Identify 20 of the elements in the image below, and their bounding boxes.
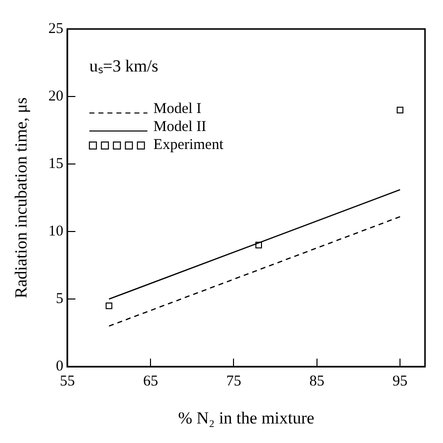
legend-label: Model II (153, 118, 206, 135)
y-tick-label: 25 (48, 20, 64, 37)
legend-label: Experiment (153, 136, 224, 153)
annotation: uₛ=3 km/s (89, 56, 158, 76)
x-tick-label: 95 (392, 374, 408, 390)
x-axis-title: % N₂ in the mixture (178, 408, 314, 428)
x-tick-label: 65 (143, 374, 158, 390)
legend-label: Model I (153, 100, 202, 117)
y-tick-label: 10 (48, 223, 64, 240)
x-tick-label: 85 (309, 374, 324, 390)
point (106, 302, 112, 310)
y-tick-label: 20 (48, 88, 64, 104)
y-tick-label: 5 (56, 291, 64, 308)
y-axis-title: Radiation incubation time, μs (12, 97, 31, 298)
y-tick-label: 0 (56, 358, 64, 375)
y-tick-label: 15 (48, 156, 64, 172)
x-tick-label: 75 (226, 374, 242, 390)
x-tick-label: 55 (60, 374, 75, 390)
point (255, 242, 262, 248)
point (396, 106, 404, 114)
